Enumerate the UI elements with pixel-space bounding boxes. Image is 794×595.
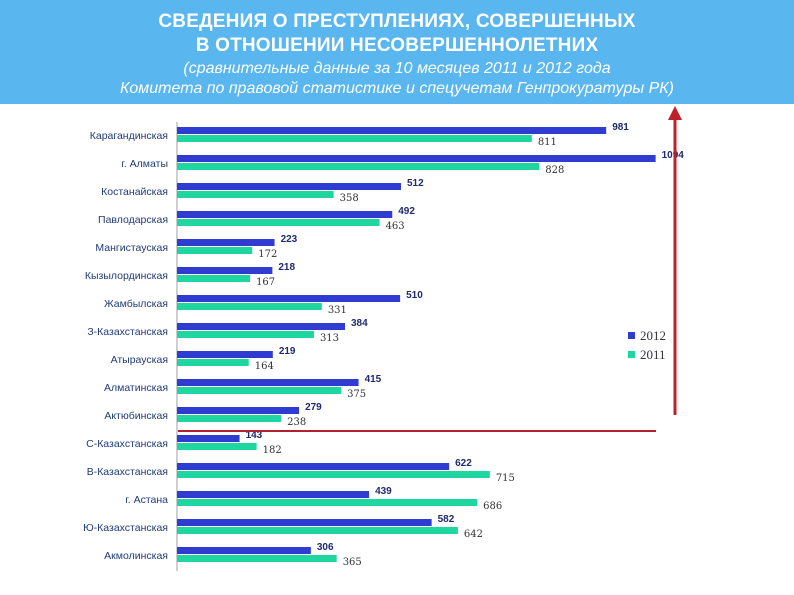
bar-2011 — [177, 275, 251, 282]
data-label-2012: 510 — [406, 290, 423, 301]
bar-2011 — [177, 247, 253, 254]
category-label: г. Астана — [125, 494, 168, 506]
bar-2012 — [177, 239, 275, 246]
bar-2012 — [177, 155, 656, 162]
title-line-1: СВЕДЕНИЯ О ПРЕСТУПЛЕНИЯХ, СОВЕРШЕННЫХ — [158, 11, 636, 32]
data-label-2011: 172 — [258, 249, 277, 260]
data-label-2012: 219 — [279, 346, 296, 357]
category-label: Костанайская — [101, 186, 168, 198]
legend-label-2012: 2012 — [640, 328, 666, 343]
category-label: Ю-Казахстанская — [83, 522, 168, 534]
data-label-2011: 811 — [538, 137, 557, 148]
bar-2012 — [177, 351, 273, 358]
title-line-2: В ОТНОШЕНИИ НЕСОВЕРШЕННОЛЕТНИХ — [195, 35, 599, 56]
bar-2011 — [177, 135, 532, 142]
data-label-2012: 279 — [305, 402, 322, 413]
data-label-2011: 463 — [386, 221, 405, 232]
data-label-2012: 512 — [407, 178, 424, 189]
data-label-2012: 582 — [438, 514, 455, 525]
bar-2011 — [177, 443, 257, 450]
data-label-2012: 306 — [317, 542, 334, 553]
bar-2012 — [177, 519, 432, 526]
data-label-2011: 828 — [545, 165, 564, 176]
data-label-2012: 1094 — [662, 150, 685, 161]
data-label-2011: 358 — [340, 193, 359, 204]
category-label: г. Алматы — [121, 158, 168, 170]
category-label: Павлодарская — [98, 214, 168, 226]
bar-2011 — [177, 359, 249, 366]
bar-2011 — [177, 303, 322, 310]
bar-2012 — [177, 547, 311, 554]
bar-2012 — [177, 379, 359, 386]
bar-2012 — [177, 211, 393, 218]
bar-2011 — [177, 331, 314, 338]
category-label: Кызылординская — [85, 270, 168, 282]
bar-2011 — [177, 527, 458, 534]
legend-swatch-2012 — [628, 332, 635, 339]
category-label: Актюбинская — [104, 410, 168, 422]
bar-2012 — [177, 323, 345, 330]
bar-2011 — [177, 471, 490, 478]
bar-2012 — [177, 295, 401, 302]
arrow-head — [668, 106, 682, 120]
data-label-2011: 182 — [263, 445, 282, 456]
bar-2012 — [177, 407, 300, 414]
category-label: С-Казахстанская — [86, 438, 168, 450]
data-label-2011: 365 — [343, 557, 362, 568]
bar-2011 — [177, 191, 334, 198]
data-label-2011: 642 — [464, 529, 483, 540]
data-label-2012: 415 — [365, 374, 382, 385]
data-label-2012: 384 — [351, 318, 368, 329]
category-label: Акмолинская — [104, 550, 168, 562]
data-label-2011: 331 — [328, 305, 347, 316]
data-label-2012: 143 — [246, 430, 263, 441]
subtitle-line-1: (сравнительные данные за 10 месяцев 2011… — [183, 60, 611, 77]
data-label-2011: 313 — [320, 333, 339, 344]
bar-2012 — [177, 267, 273, 274]
data-label-2011: 164 — [255, 361, 274, 372]
bar-2012 — [177, 463, 450, 470]
data-label-2012: 223 — [281, 234, 298, 245]
category-label: Мангистауская — [95, 242, 168, 254]
legend-swatch-2011 — [628, 351, 635, 358]
category-label: Жамбылская — [104, 298, 168, 310]
bar-2011 — [177, 499, 478, 506]
title-banner: СВЕДЕНИЯ О ПРЕСТУПЛЕНИЯХ, СОВЕРШЕННЫХ В … — [0, 0, 794, 104]
data-label-2012: 492 — [398, 206, 415, 217]
legend-label-2011: 2011 — [640, 347, 666, 362]
bar-2012 — [177, 435, 240, 442]
bar-2012 — [177, 491, 370, 498]
data-label-2011: 715 — [496, 473, 515, 484]
data-label-2012: 622 — [455, 458, 472, 469]
bar-2011 — [177, 219, 380, 226]
data-label-2011: 167 — [256, 277, 275, 288]
category-label: Алматинская — [104, 382, 168, 394]
bar-2012 — [177, 183, 401, 190]
bar-2011 — [177, 415, 282, 422]
bar-2011 — [177, 555, 337, 562]
data-label-2011: 686 — [483, 501, 502, 512]
category-label: З-Казахстанская — [87, 326, 168, 338]
data-label-2012: 218 — [278, 262, 295, 273]
data-label-2012: 981 — [612, 122, 629, 133]
category-label: Карагандинская — [90, 130, 168, 142]
data-label-2011: 238 — [287, 417, 306, 428]
data-label-2012: 439 — [375, 486, 392, 497]
category-label: Атырауская — [111, 354, 168, 366]
category-label: В-Казахстанская — [87, 466, 168, 478]
bar-2011 — [177, 387, 342, 394]
bar-2012 — [177, 127, 607, 134]
bar-2011 — [177, 163, 540, 170]
data-label-2011: 375 — [347, 389, 366, 400]
subtitle-line-2: Комитета по правовой статистике и спецуч… — [119, 80, 675, 97]
